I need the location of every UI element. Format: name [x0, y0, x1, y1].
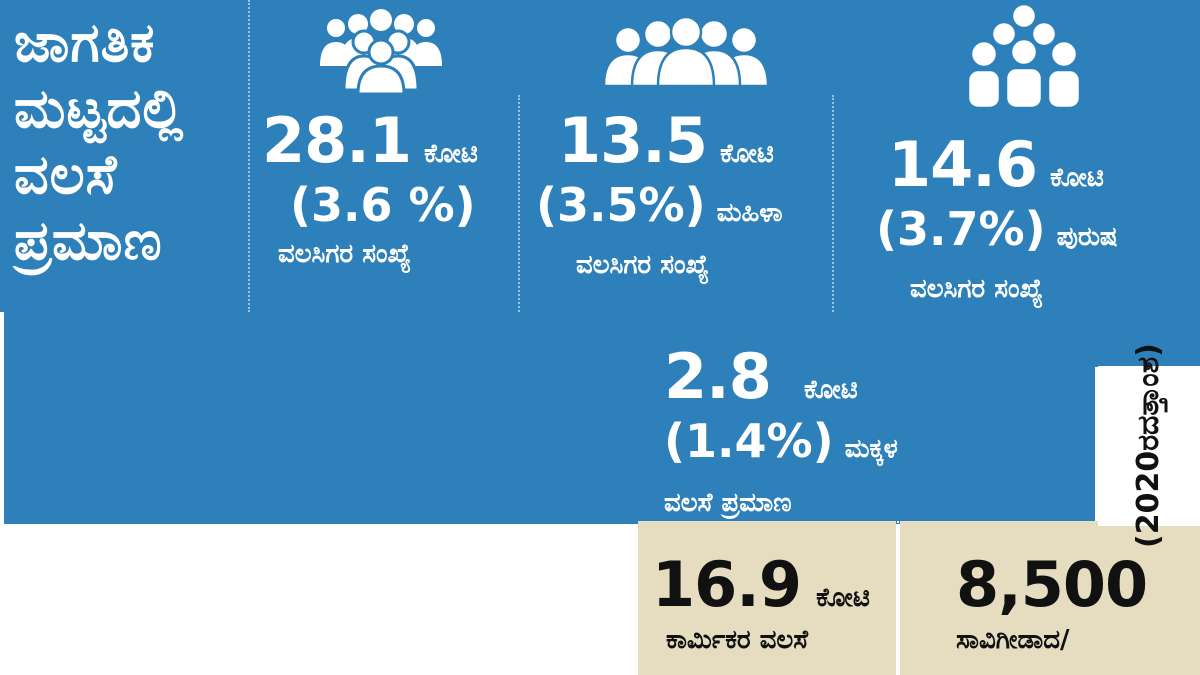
data-year-note-text: (2020ರ ದತ್ತಾಂಶ)	[1104, 344, 1194, 549]
lower-panel-right	[1095, 312, 1200, 367]
data-year-note-word: ದತ್ತಾಂಶ)	[1131, 343, 1166, 436]
heading-line: ಜಾಗತಿಕ	[14, 11, 156, 74]
stat-total-percent: (3.6 %)	[290, 178, 476, 232]
stat-men-qualifier: ಪುರುಷ	[1056, 222, 1118, 252]
stat-men-caption: ವಲಸಿಗರ ಸಂಖ್ಯೆ	[910, 274, 1044, 304]
stat-women-caption: ವಲಸಿಗರ ಸಂಖ್ಯೆ	[576, 250, 710, 280]
stat-children-unit: ಕೋಟಿ	[803, 375, 858, 405]
heading-line: ವಲಸೆ	[14, 143, 118, 206]
heading-line: ಪ್ರಮಾಣ	[14, 209, 163, 272]
lower-panel	[0, 312, 1095, 524]
women-group-icon	[602, 15, 770, 86]
stat-total: 28.1 ಕೋಟಿ (3.6 %) ವಲಸಿಗರ ಸಂಖ್ಯೆ	[262, 104, 518, 270]
deaths-box	[900, 521, 1200, 675]
divider	[897, 521, 899, 675]
heading-line: ಮಟ್ಟದಲ್ಲಿ	[14, 77, 185, 140]
stat-deaths: 8,500 ಸಾವಿಗೀಡಾದ/	[956, 548, 1176, 656]
stat-workers: 16.9 ಕೋಟಿ ಕಾರ್ಮಿಕರ ವಲಸೆ	[652, 548, 892, 656]
stat-women-percent: (3.5%)	[536, 178, 706, 232]
stat-women-qualifier: ಮಹಿಳಾ	[716, 198, 783, 228]
stat-children-percent: (1.4%)	[664, 414, 834, 468]
workers-box	[638, 521, 896, 675]
stat-children-qualifier: ಮಕ್ಕಳ	[844, 434, 898, 464]
heading: ಜಾಗತಿಕ ಮಟ್ಟದಲ್ಲಿ ವಲಸೆ ಪ್ರಮಾಣ	[14, 10, 244, 274]
stat-total-unit: ಕೋಟಿ	[424, 139, 478, 169]
stat-children: 2.8 ಕೋಟಿ (1.4%) ಮಕ್ಕಳ ವಲಸೆ ಪ್ರಮಾಣ	[664, 340, 1084, 519]
stat-total-number: 28.1	[262, 104, 412, 177]
data-year-note-year: (2020ರ	[1131, 435, 1166, 549]
divider	[518, 95, 520, 312]
divider	[248, 0, 250, 312]
stat-men-unit: ಕೋಟಿ	[1050, 163, 1104, 193]
stat-children-caption: ವಲಸೆ ಪ್ರಮಾಣ	[664, 488, 792, 518]
top-panel	[0, 0, 1200, 312]
stat-women-number: 13.5	[558, 104, 708, 177]
divider	[832, 95, 834, 312]
men-group-icon	[966, 2, 1082, 110]
stat-deaths-caption: ಸಾವಿಗೀಡಾದ/	[956, 625, 1070, 655]
data-year-note: (2020ರ ದತ್ತಾಂಶ)	[1098, 344, 1200, 549]
stat-workers-number: 16.9	[652, 548, 802, 621]
stat-men: 14.6 ಕೋಟಿ (3.7%) ಪುರುಷ ವಲಸಿಗರ ಸಂಖ್ಯೆ	[876, 128, 1188, 305]
stat-men-number: 14.6	[888, 128, 1038, 201]
stat-children-number: 2.8	[664, 340, 772, 413]
stat-workers-caption: ಕಾರ್ಮಿಕರ ವಲಸೆ	[666, 625, 809, 655]
stat-men-percent: (3.7%)	[876, 202, 1046, 256]
crowd-group-icon	[320, 9, 442, 94]
white-gap	[0, 312, 4, 524]
stat-workers-unit: ಕೋಟಿ	[816, 583, 870, 613]
stat-women-unit: ಕೋಟಿ	[720, 139, 774, 169]
stat-women: 13.5 ಕೋಟಿ (3.5%) ಮಹಿಳಾ ವಲಸಿಗರ ಸಂಖ್ಯೆ	[536, 104, 828, 281]
stat-total-caption: ವಲಸಿಗರ ಸಂಖ್ಯೆ	[278, 239, 412, 269]
stat-deaths-number: 8,500	[956, 548, 1148, 621]
